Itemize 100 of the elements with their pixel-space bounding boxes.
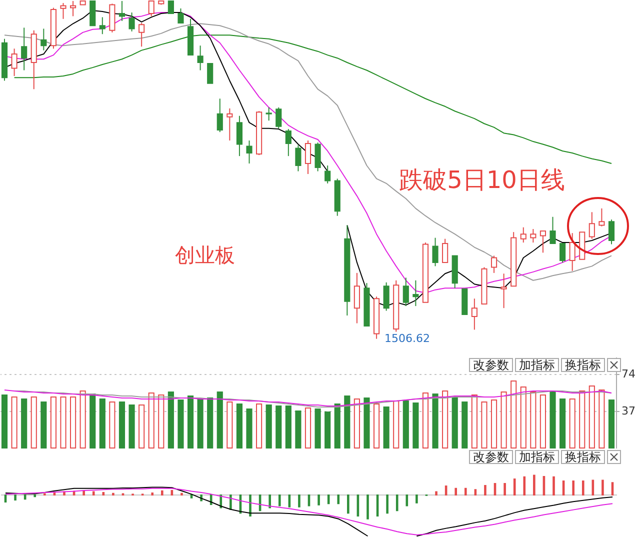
- bar: [314, 408, 321, 448]
- candlestick: [314, 142, 321, 172]
- candlestick: [246, 140, 252, 164]
- text: 换指标: [561, 450, 605, 464]
- bar: [354, 398, 360, 448]
- y-tick-label: 74: [622, 368, 636, 380]
- candlestick: [500, 273, 507, 309]
- bar: [560, 398, 566, 448]
- candlestick: [569, 232, 576, 272]
- bar: [412, 402, 419, 448]
- candlestick: [520, 226, 526, 244]
- candlestick: [226, 108, 233, 142]
- bar: [373, 404, 380, 448]
- bar: [178, 400, 184, 448]
- bar: [442, 390, 448, 448]
- candlestick: [70, 0, 76, 17]
- bar: [334, 404, 340, 448]
- candlestick: [295, 144, 302, 172]
- candlestick: [471, 298, 478, 330]
- bar: [432, 394, 438, 448]
- bar: [462, 402, 468, 448]
- bar: [70, 396, 76, 448]
- candlestick: [412, 280, 419, 307]
- candlestick: [216, 98, 223, 133]
- candlestick: [530, 228, 536, 244]
- bar: [99, 398, 106, 448]
- candlestick: [60, 2, 66, 20]
- bar: [324, 412, 331, 448]
- candlestick: [540, 230, 546, 254]
- bar: [344, 396, 350, 448]
- candlestick: [99, 16, 106, 35]
- candlestick: [402, 277, 409, 307]
- candlestick: [598, 208, 605, 227]
- annotation: 换指标: [561, 358, 605, 372]
- candlestick: [560, 243, 566, 263]
- candlestick: [178, 8, 184, 24]
- candlestick: [197, 45, 204, 71]
- bar: [452, 398, 458, 448]
- candlestick: [432, 237, 438, 267]
- bar: [207, 398, 214, 448]
- bar: [550, 392, 556, 448]
- bar: [266, 404, 272, 448]
- candlestick: [354, 272, 360, 324]
- bar: [21, 398, 28, 448]
- bar: [158, 394, 164, 448]
- candlestick: [168, 0, 174, 14]
- candlestick: [304, 140, 312, 174]
- bar: [197, 398, 204, 448]
- candlestick: [21, 27, 28, 71]
- bar: [118, 402, 126, 448]
- annotation: 1506.62: [384, 332, 430, 345]
- bar: [608, 400, 615, 448]
- bar: [422, 392, 429, 448]
- bar: [168, 392, 174, 448]
- bar: [80, 390, 86, 448]
- bar: [226, 402, 233, 448]
- candlestick: [442, 238, 448, 263]
- bar: [276, 406, 282, 448]
- bar: [285, 406, 292, 448]
- bar: [60, 396, 66, 448]
- annotation: 加指标: [515, 358, 559, 372]
- bar: [236, 404, 243, 448]
- bar: [1, 394, 8, 448]
- bar: [246, 408, 252, 448]
- candlestick: [608, 219, 615, 245]
- candlestick: [207, 62, 214, 84]
- candlestick: [11, 48, 18, 76]
- bar: [402, 400, 409, 448]
- candlestick: [128, 12, 135, 32]
- bar: [11, 396, 18, 448]
- bar: [148, 392, 154, 448]
- bar: [138, 404, 145, 448]
- candlestick: [550, 216, 556, 244]
- candlestick: [118, 0, 126, 22]
- annotation: 跌破5日10日线: [399, 166, 565, 194]
- candlestick: [138, 22, 145, 48]
- annotation: 改参数: [469, 358, 513, 372]
- bar: [187, 396, 194, 448]
- bar: [90, 394, 96, 448]
- bar: [216, 392, 223, 448]
- bar: [304, 408, 312, 448]
- candlestick: [383, 282, 390, 312]
- annotation: 创业板: [175, 243, 235, 267]
- candlestick: [588, 212, 595, 240]
- bar: [393, 400, 400, 448]
- text: 改参数: [469, 450, 513, 464]
- text: 加指标: [515, 450, 559, 464]
- candlestick: [148, 0, 154, 17]
- bar: [295, 410, 302, 448]
- bar: [383, 406, 390, 448]
- bar: [109, 402, 116, 448]
- candlestick: [236, 115, 243, 157]
- bar: [30, 396, 37, 448]
- y-tick-label: 37: [622, 404, 636, 418]
- bar: [40, 402, 47, 448]
- candlestick: [490, 255, 498, 274]
- candlestick: [40, 28, 47, 51]
- candlestick: [285, 128, 292, 157]
- candlestick: [324, 165, 331, 184]
- candlestick: [266, 106, 272, 122]
